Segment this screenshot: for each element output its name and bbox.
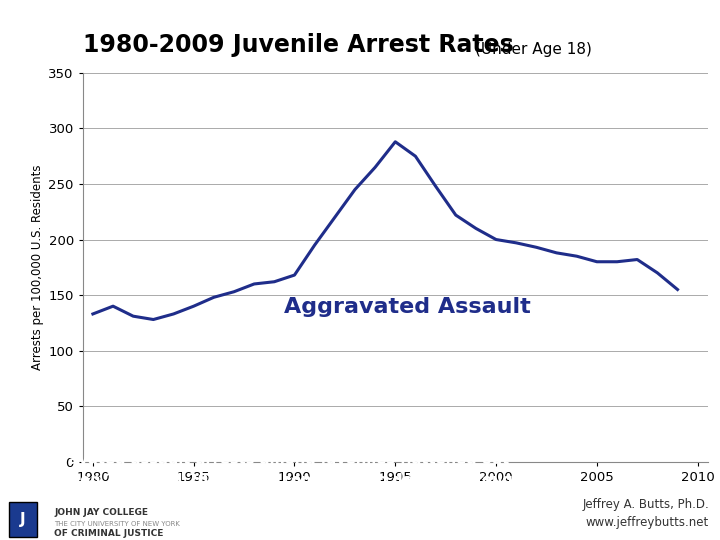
Text: Aggravated Assault: Aggravated Assault [284,298,531,318]
Text: J: J [20,512,26,527]
Text: JOHN JAY COLLEGE: JOHN JAY COLLEGE [54,508,148,517]
Text: 1980-2009 Juvenile Arrest Rates: 1980-2009 Juvenile Arrest Rates [83,33,513,57]
Y-axis label: Arrests per 100,000 U.S. Residents: Arrests per 100,000 U.S. Residents [31,165,44,370]
Text: THE CITY UNIVERSITY OF NEW YORK: THE CITY UNIVERSITY OF NEW YORK [54,522,180,528]
Text: Jeffrey A. Butts, Ph.D.
www.jeffreybutts.net: Jeffrey A. Butts, Ph.D. www.jeffreybutts… [582,498,709,529]
FancyBboxPatch shape [9,502,37,537]
Text: OF CRIMINAL JUSTICE: OF CRIMINAL JUSTICE [54,529,163,538]
Text: Aggravated assault arrests among juveniles flattened out
between 2004 and 2006, : Aggravated assault arrests among juvenil… [29,453,575,488]
Text: (Under Age 18): (Under Age 18) [475,42,592,57]
